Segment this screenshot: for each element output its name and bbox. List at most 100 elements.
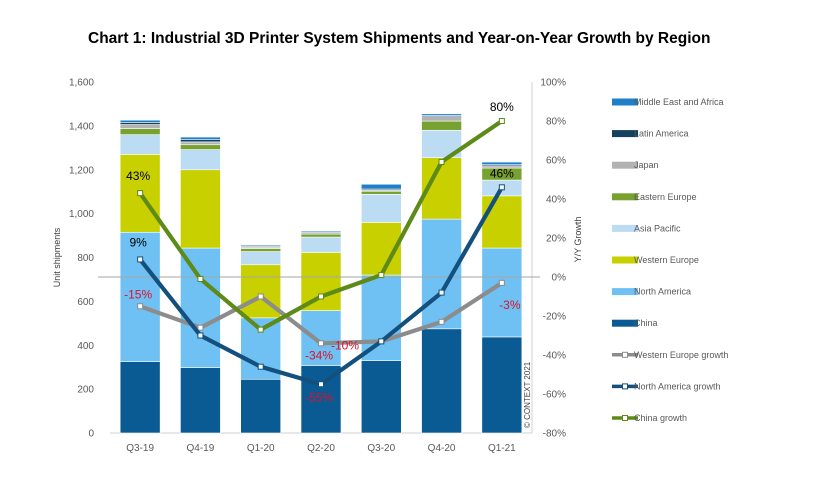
growth-lines xyxy=(98,118,540,388)
data-label: -34% xyxy=(305,348,333,362)
y-tick-label: 800 xyxy=(77,253,94,264)
western-europe-growth-point xyxy=(137,303,144,310)
y2-tick-label: 80% xyxy=(546,117,566,128)
legend-swatch-eastern-europe xyxy=(612,193,638,201)
bar-north-america xyxy=(119,231,161,363)
legend-label-japan: Japan xyxy=(634,160,659,170)
western-europe-growth-point xyxy=(257,293,264,300)
data-label: 46% xyxy=(490,166,514,180)
bar-western-europe xyxy=(180,169,221,249)
bar-eastern-europe xyxy=(180,144,221,150)
bar-middle-east-and-africa xyxy=(421,113,462,116)
bar-china xyxy=(180,367,221,434)
bar-latin-america xyxy=(119,122,161,125)
legend-label-china-growth: China growth xyxy=(634,413,687,423)
western-europe-growth-point xyxy=(498,279,505,286)
bar-china xyxy=(421,328,462,434)
legend-label-north-america-growth: North America growth xyxy=(634,381,721,391)
bar-north-america xyxy=(180,247,221,368)
north-america-growth-point xyxy=(498,184,505,191)
data-label: 43% xyxy=(126,169,150,183)
legend-label-western-europe-growth: Western Europe growth xyxy=(634,350,728,360)
legend-label-latin-america: Latin America xyxy=(634,129,689,139)
x-tick-label: Q1-20 xyxy=(247,443,275,454)
bar-eastern-europe xyxy=(240,248,282,252)
north-america-growth-point xyxy=(257,363,264,370)
legend-label-asia-pacific: Asia Pacific xyxy=(634,223,681,233)
china-growth-point xyxy=(318,293,324,300)
legend-swatch-latin-america xyxy=(612,130,638,138)
bar-asia-pacific xyxy=(180,149,221,171)
china-growth-point xyxy=(197,275,204,282)
bar-asia-pacific xyxy=(300,236,342,253)
y2-tick-label: 20% xyxy=(546,234,566,245)
data-labels: -15% -10% -3% -34% -55% 9% 46% 43% 80% © CONTEXT … xyxy=(124,100,532,428)
copyright-annotation: © CONTEXT 2021 xyxy=(523,361,532,428)
legend: Middle East and Africa Latin America Japan… xyxy=(612,97,728,423)
bar-china xyxy=(119,361,161,434)
north-america-growth-point xyxy=(378,338,385,345)
china-growth-point xyxy=(378,272,385,279)
x-tick-label: Q1-21 xyxy=(488,443,516,454)
data-label: 9% xyxy=(129,235,147,249)
legend-swatch-north-america xyxy=(612,288,638,296)
western-europe-growth-point xyxy=(318,340,324,347)
bar-eastern-europe xyxy=(300,233,342,238)
legend-marker-western-europe-growth xyxy=(622,351,628,358)
north-america-growth-point xyxy=(137,256,144,263)
legend-label-eastern-europe: Eastern Europe xyxy=(634,192,697,202)
bar-north-america xyxy=(421,218,462,330)
china-growth-point xyxy=(438,158,445,165)
bar-north-america xyxy=(300,310,342,366)
y-tick-label: 600 xyxy=(77,297,94,308)
legend-label-north-america: North America xyxy=(634,287,691,297)
x-tick-label: Q3-20 xyxy=(367,443,395,454)
y2-tick-label: -20% xyxy=(543,312,566,323)
bar-eastern-europe xyxy=(360,190,402,195)
y-tick-label: 1,000 xyxy=(69,209,94,220)
y2-tick-label: 40% xyxy=(546,195,566,206)
x-tick-label: Q4-20 xyxy=(428,443,456,454)
x-tick-label: Q2-20 xyxy=(307,443,335,454)
bar-middle-east-and-africa xyxy=(240,244,282,247)
bar-asia-pacific xyxy=(240,251,282,266)
y2-tick-label: -40% xyxy=(543,351,566,362)
bar-middle-east-and-africa xyxy=(300,230,342,233)
legend-label-middle-east-and-africa: Middle East and Africa xyxy=(634,97,724,107)
y2-tick-label: 100% xyxy=(540,78,566,89)
bar-eastern-europe xyxy=(119,128,161,135)
y-tick-label: 1,400 xyxy=(69,121,94,132)
legend-swatch-china xyxy=(612,319,638,327)
bar-western-europe xyxy=(481,195,523,249)
chart-title: Chart 1: Industrial 3D Printer System Sh… xyxy=(88,30,711,47)
bar-north-america xyxy=(360,274,402,361)
y-tick-label: 0 xyxy=(88,429,94,440)
data-label: 80% xyxy=(490,100,514,114)
y2-axis-title: Y/Y Growth xyxy=(573,217,583,263)
legend-marker-north-america-growth xyxy=(622,383,628,390)
y-tick-label: 1,200 xyxy=(69,165,94,176)
bar-china xyxy=(481,336,523,434)
bar-eastern-europe xyxy=(421,120,462,131)
bars xyxy=(119,113,523,434)
y2-tick-label: -80% xyxy=(543,429,566,440)
y-axis-title: Unit shipments xyxy=(52,227,62,287)
legend-marker-china-growth xyxy=(622,415,628,421)
bar-japan xyxy=(421,116,462,122)
bar-china xyxy=(360,360,402,434)
china-growth-point xyxy=(257,326,264,333)
bar-japan xyxy=(119,124,161,129)
bar-asia-pacific xyxy=(360,194,402,223)
north-america-growth-point xyxy=(438,289,445,296)
data-label: -3% xyxy=(499,298,521,312)
bar-china xyxy=(240,378,282,434)
legend-swatch-asia-pacific xyxy=(612,224,638,232)
bar-middle-east-and-africa xyxy=(180,136,221,140)
bar-asia-pacific xyxy=(119,134,161,155)
western-europe-growth-point xyxy=(438,318,445,325)
y2-tick-label: 60% xyxy=(546,156,566,167)
x-tick-label: Q3-19 xyxy=(126,443,154,454)
y-tick-label: 400 xyxy=(77,341,94,352)
